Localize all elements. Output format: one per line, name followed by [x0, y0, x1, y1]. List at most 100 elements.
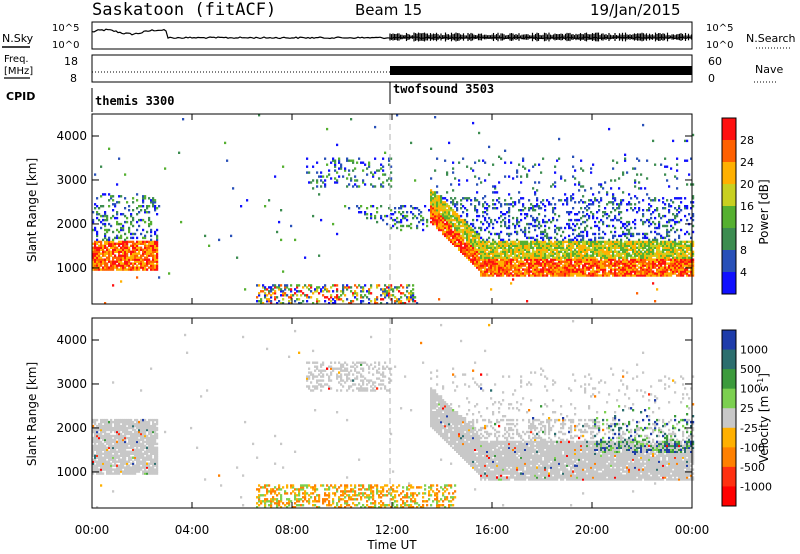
- heatmap-cell: [146, 244, 149, 247]
- heatmap-cell: [628, 242, 631, 245]
- heatmap-cell: [580, 246, 583, 249]
- heatmap-cell: [134, 452, 137, 455]
- heatmap-cell: [448, 214, 451, 218]
- heatmap-cell: [126, 201, 129, 204]
- heatmap-cell: [618, 218, 621, 222]
- heatmap-cell: [134, 244, 137, 247]
- heatmap-cell: [692, 258, 695, 261]
- heatmap-cell: [150, 222, 153, 226]
- heatmap-cell: [346, 284, 349, 287]
- heatmap-cell: [630, 274, 633, 277]
- heatmap-cell: [466, 179, 469, 182]
- heatmap-cell: [152, 438, 155, 442]
- heatmap-cell: [144, 462, 147, 465]
- heatmap-cell: [108, 420, 111, 424]
- heatmap-cell: [468, 236, 471, 240]
- heatmap-cell: [666, 252, 669, 255]
- heatmap-cell: [146, 248, 149, 251]
- heatmap-cell: [608, 238, 611, 242]
- heatmap-cell: [148, 211, 151, 214]
- heatmap-cell: [446, 222, 449, 226]
- heatmap-cell: [344, 205, 347, 208]
- heatmap-cell: [542, 266, 545, 269]
- heatmap-cell: [614, 246, 617, 249]
- heatmap-cell: [676, 244, 679, 247]
- heatmap-cell: [294, 292, 297, 295]
- heatmap-cell: [442, 218, 445, 222]
- heatmap-cell: [136, 450, 139, 453]
- heatmap-cell: [388, 159, 391, 162]
- heatmap-cell: [366, 213, 369, 216]
- heatmap-cell: [530, 244, 533, 247]
- heatmap-cell: [502, 238, 505, 242]
- heatmap-cell: [480, 226, 483, 230]
- heatmap-cell: [552, 264, 555, 267]
- heatmap-cell: [98, 470, 101, 473]
- heatmap-cell: [100, 426, 103, 430]
- heatmap-cell: [138, 432, 141, 436]
- heatmap-cell: [642, 213, 645, 216]
- heatmap-cell: [508, 262, 511, 265]
- heatmap-cell: [598, 220, 601, 224]
- heatmap-cell: [558, 137, 561, 141]
- heatmap-cell: [382, 157, 385, 160]
- heatmap-cell: [590, 254, 593, 257]
- heatmap-cell: [126, 428, 129, 432]
- heatmap-cell: [628, 262, 631, 265]
- heatmap-cell: [528, 266, 531, 269]
- heatmap-cell: [280, 290, 283, 293]
- heatmap-cell: [620, 246, 623, 249]
- heatmap-cell: [492, 262, 495, 265]
- heatmap-cell: [514, 258, 517, 261]
- heatmap-cell: [96, 468, 99, 471]
- heatmap-cell: [600, 264, 603, 267]
- heatmap-cell: [608, 260, 611, 263]
- heatmap-cell: [686, 256, 689, 259]
- heatmap-cell: [464, 224, 467, 228]
- heatmap-cell: [526, 173, 529, 176]
- heatmap-cell: [476, 191, 479, 194]
- heatmap-cell: [330, 177, 333, 180]
- heatmap-cell: [692, 197, 695, 200]
- heatmap-cell: [550, 266, 553, 269]
- heatmap-cell: [566, 246, 569, 249]
- heatmap-cell: [472, 242, 475, 245]
- heatmap-cell: [344, 294, 347, 297]
- heatmap-cell: [98, 260, 101, 263]
- heatmap-cell: [122, 246, 125, 249]
- heatmap-cell: [92, 420, 95, 424]
- heatmap-cell: [656, 238, 659, 242]
- heatmap-cell: [508, 218, 511, 222]
- colorbar-level: 24: [740, 156, 754, 169]
- heatmap-cell: [466, 252, 469, 255]
- heatmap-cell: [116, 464, 119, 467]
- heatmap-cell: [566, 258, 569, 261]
- heatmap-cell: [516, 171, 519, 174]
- heatmap-cell: [352, 294, 355, 297]
- heatmap-cell: [536, 197, 539, 200]
- heatmap-cell: [456, 214, 459, 218]
- heatmap-cell: [656, 248, 659, 251]
- colorbar-level: 4: [740, 266, 747, 279]
- heatmap-cell: [126, 462, 129, 465]
- heatmap-cell: [272, 288, 275, 291]
- heatmap-cell: [448, 213, 451, 216]
- heatmap-cell: [116, 213, 119, 216]
- heatmap-cell: [662, 258, 665, 261]
- heatmap-cell: [316, 288, 319, 291]
- heatmap-cell: [94, 240, 97, 244]
- heatmap-cell: [512, 240, 515, 244]
- heatmap-cell: [552, 256, 555, 259]
- heatmap-cell: [112, 195, 115, 198]
- heatmap-cell: [152, 242, 155, 245]
- heatmap-cell: [610, 270, 613, 273]
- heatmap-cell: [568, 270, 571, 273]
- heatmap-cell: [132, 444, 135, 448]
- heatmap-cell: [662, 254, 665, 257]
- heatmap-cell: [150, 242, 153, 245]
- heatmap-cell: [588, 274, 591, 277]
- heatmap-cell: [118, 230, 121, 234]
- heatmap-cell: [478, 226, 481, 230]
- heatmap-cell: [472, 228, 475, 232]
- heatmap-cell: [96, 428, 99, 432]
